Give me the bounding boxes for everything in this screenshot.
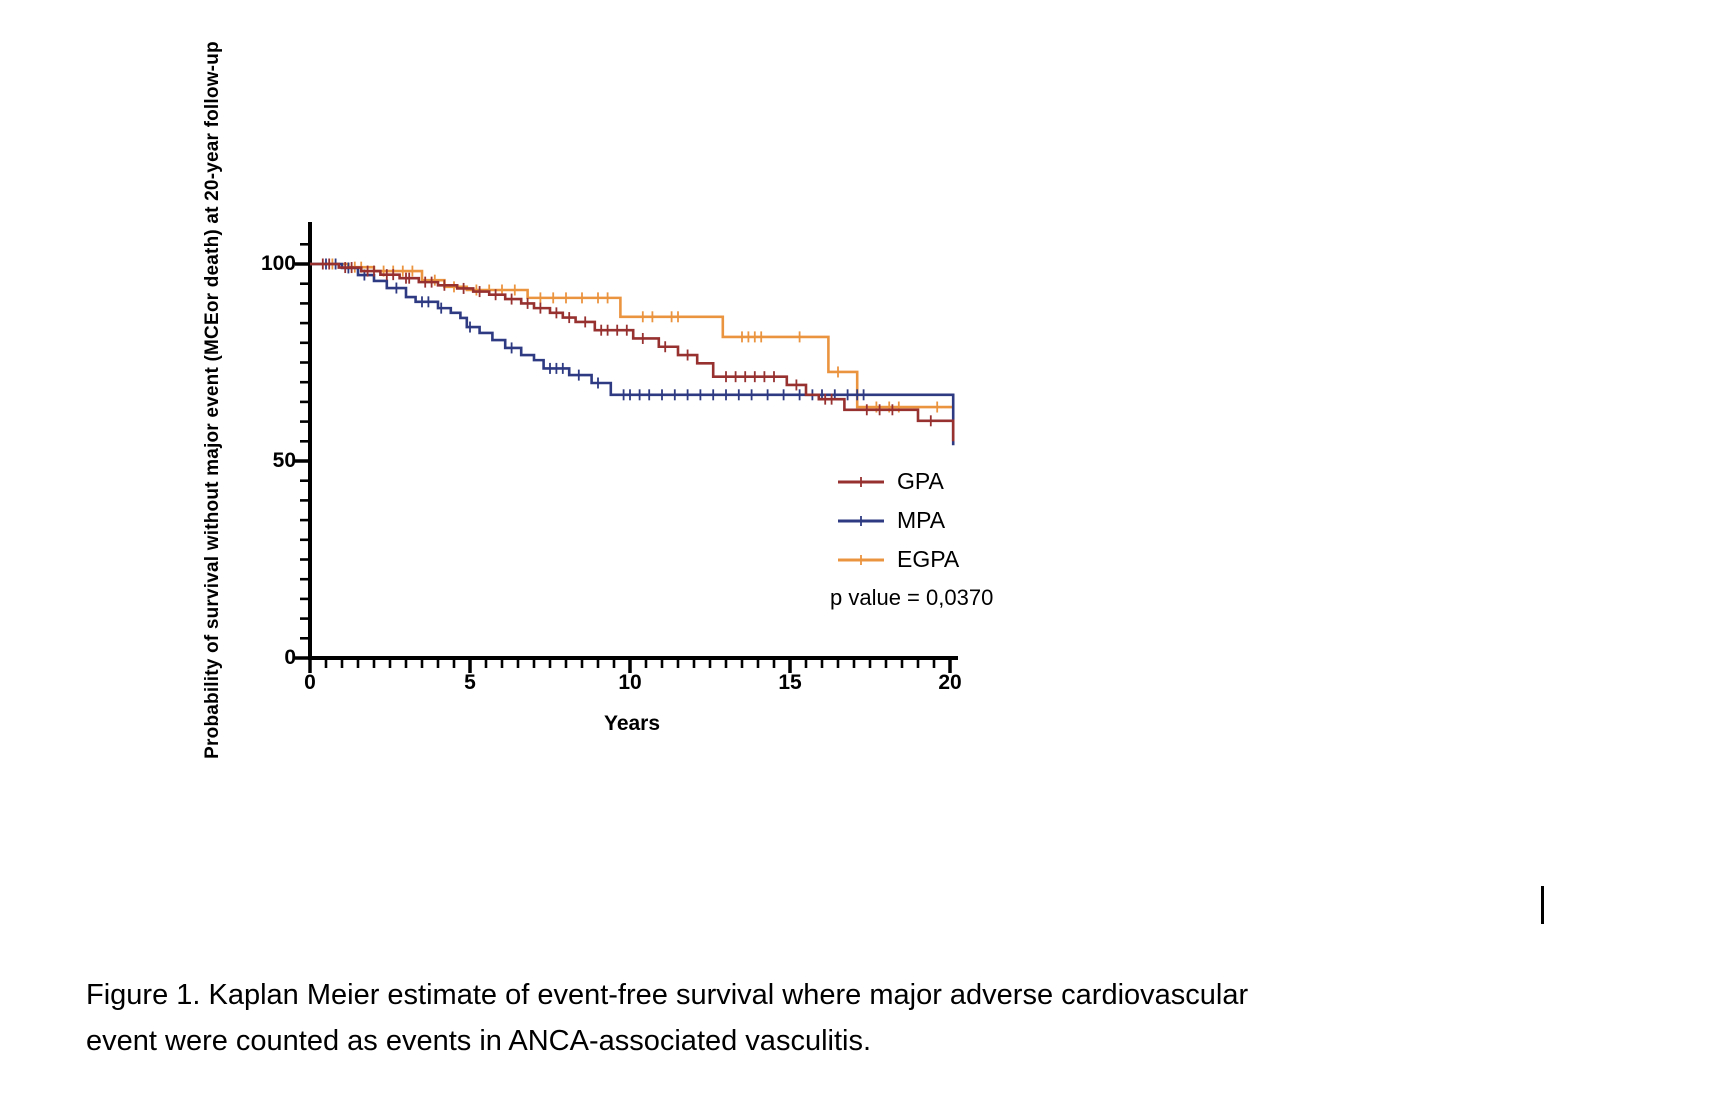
p-value-label: p value = 0,0370	[830, 585, 994, 610]
text-cursor	[1541, 886, 1544, 924]
legend-item-egpa: EGPA	[836, 540, 959, 579]
survival-curve-mpa	[310, 262, 955, 446]
survival-curve-egpa	[310, 262, 954, 409]
x-tick-label-20: 20	[938, 671, 962, 694]
legend-item-mpa: MPA	[836, 501, 959, 540]
x-axis-title: Years	[603, 712, 661, 735]
x-tick-label-15: 15	[778, 671, 802, 694]
x-tick-label-10: 10	[618, 671, 642, 694]
caption-line-1: Figure 1. Kaplan Meier estimate of event…	[86, 979, 1249, 1011]
x-tick-label-0: 0	[304, 671, 316, 694]
legend-swatch-gpa	[838, 476, 884, 487]
survival-curve-gpa	[310, 262, 955, 442]
legend: GPA MPA EGPA	[836, 462, 959, 579]
y-tick-label-100: 100	[260, 252, 296, 275]
legend-swatch-mpa	[838, 515, 884, 526]
legend-label-gpa: GPA	[897, 468, 944, 494]
y-tick-label-0: 0	[284, 646, 296, 669]
legend-swatch-egpa	[838, 554, 884, 565]
legend-label-mpa: MPA	[897, 507, 946, 533]
figure-caption: Figure 1. Kaplan Meier estimate of event…	[86, 972, 1248, 1064]
caption-line-2: event were counted as events in ANCA-ass…	[86, 1025, 872, 1057]
x-tick-label-5: 5	[464, 671, 476, 694]
y-tick-label-50: 50	[272, 449, 296, 472]
legend-item-gpa: GPA	[836, 462, 959, 501]
legend-label-egpa: EGPA	[897, 546, 960, 572]
